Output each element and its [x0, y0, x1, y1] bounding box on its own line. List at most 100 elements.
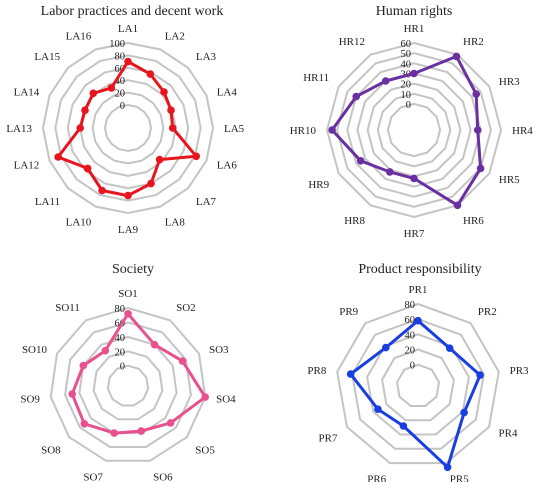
data-point	[346, 370, 355, 378]
tick-label: 40	[405, 330, 416, 341]
chart-title: Labor practices and decent work	[41, 4, 224, 19]
data-point	[89, 89, 98, 98]
radar-chart-society: Society 0 20 40 60 80 SO1 SO2 SO3 SO4 SO5 SO6 SO7 SO…	[20, 262, 236, 482]
data-point	[83, 164, 92, 173]
tick-label: 60	[115, 64, 126, 75]
data-point	[381, 77, 390, 85]
chart-title: Product responsibility	[358, 262, 481, 277]
data-point	[178, 357, 187, 365]
data-point	[150, 340, 159, 349]
series-line	[349, 319, 482, 469]
grid-ring	[91, 91, 165, 165]
category-label: PR7	[319, 433, 338, 445]
category-label: PR1	[409, 284, 428, 296]
tick-label: 100	[109, 39, 125, 50]
category-label: HR7	[404, 228, 425, 240]
data-point	[452, 52, 461, 61]
category-label: LA16	[66, 30, 92, 42]
category-label: HR9	[308, 179, 329, 191]
tick-label: 0	[120, 362, 125, 373]
data-point	[81, 106, 89, 114]
category-label: HR12	[339, 36, 365, 48]
tick-label: 0	[410, 361, 415, 372]
grid-ring	[54, 54, 202, 202]
data-point	[476, 371, 484, 379]
category-label: LA15	[34, 51, 60, 63]
data-point	[476, 164, 485, 173]
data-point	[352, 92, 361, 101]
data-point	[110, 429, 118, 437]
category-label: PR4	[499, 428, 518, 440]
tick-label: 40	[115, 76, 126, 87]
data-point	[147, 179, 155, 188]
data-point	[453, 201, 462, 210]
category-label: LA11	[35, 196, 60, 208]
category-label: HR2	[463, 36, 484, 48]
category-label: PR3	[510, 365, 529, 377]
radar-grid	[41, 41, 215, 215]
data-point	[160, 88, 168, 96]
data-point	[201, 393, 209, 401]
radar-grid	[49, 306, 207, 462]
grid-ring	[103, 103, 152, 152]
data-point	[124, 57, 132, 66]
data-point	[124, 191, 132, 200]
radar-chart-human-rights: Human rights 0102030405060HR1HR2HR3HR4HR…	[290, 4, 534, 240]
category-label: SO11	[55, 302, 80, 314]
radar-chart-product-responsibility: Product responsibility 0 20 40 60 80 PR1 PR2 PR…	[307, 262, 529, 482]
category-label: LA1	[118, 23, 138, 35]
tick-label: 80	[115, 304, 126, 315]
data-point	[79, 361, 88, 370]
data-point	[386, 168, 394, 176]
grid-ring	[336, 302, 500, 465]
grid-ring	[356, 72, 472, 188]
category-label: HR6	[463, 215, 484, 227]
category-label: HR4	[512, 125, 533, 137]
grid-ring	[395, 363, 441, 407]
category-label: PR6	[367, 473, 386, 482]
category-label: LA3	[196, 51, 217, 63]
data-point	[146, 70, 155, 78]
category-label: LA5	[224, 123, 245, 135]
series-line	[70, 312, 207, 435]
category-label: LA2	[165, 30, 185, 42]
data-point	[68, 390, 76, 398]
category-label: SO10	[22, 344, 48, 356]
grid-ring	[64, 321, 192, 448]
data-point	[460, 408, 468, 417]
tick-label: 60	[115, 318, 126, 329]
grid-ring	[386, 102, 442, 158]
category-label: PR5	[450, 473, 469, 482]
data-point	[124, 310, 132, 318]
tick-label: 80	[405, 300, 416, 311]
tick-label: 80	[115, 51, 126, 62]
data-point	[410, 69, 418, 78]
category-label: HR1	[404, 23, 425, 35]
radar-grid	[336, 302, 500, 465]
data-point	[328, 126, 336, 134]
category-label: SO5	[195, 444, 215, 456]
chart-title: Human rights	[376, 4, 453, 19]
data-point	[101, 346, 110, 355]
grid-ring	[366, 82, 462, 178]
category-label: LA12	[14, 160, 40, 172]
category-label: SO2	[176, 302, 196, 314]
tick-label: 20	[401, 80, 412, 91]
category-label: HR8	[344, 215, 365, 227]
category-label: SO9	[20, 394, 40, 406]
category-label: HR11	[303, 72, 329, 84]
grid-ring	[336, 52, 492, 208]
category-label: SO4	[216, 394, 236, 406]
data-point	[472, 90, 481, 98]
data-point	[192, 152, 200, 161]
tick-label: 50	[401, 49, 412, 60]
grid-ring	[106, 364, 150, 407]
category-label: HR5	[499, 174, 520, 186]
data-point	[166, 419, 175, 427]
tick-label: 60	[405, 315, 416, 326]
tick-label: 40	[115, 333, 126, 344]
data-point	[168, 124, 177, 132]
data-point	[98, 186, 106, 195]
data-point	[414, 316, 422, 325]
